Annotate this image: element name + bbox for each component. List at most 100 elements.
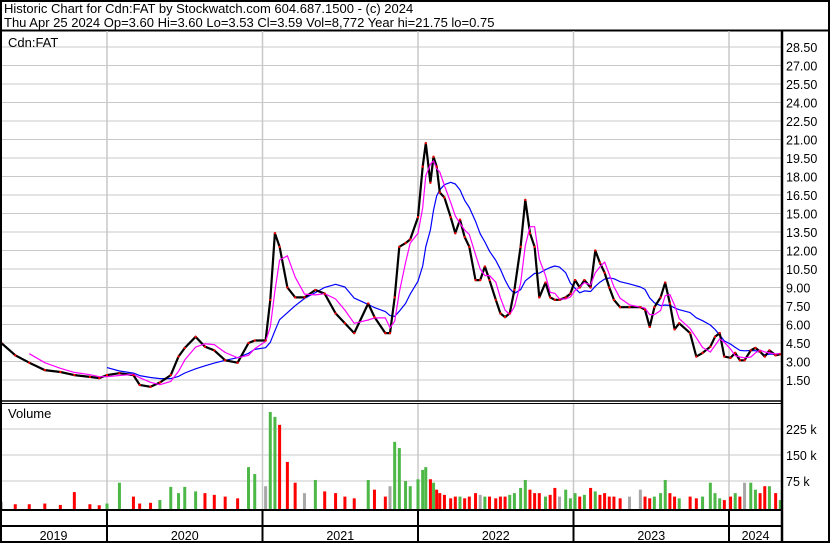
price-point	[183, 346, 186, 349]
volume-bar	[273, 416, 277, 509]
price-tick-label: 18.00	[786, 171, 817, 185]
price-point	[659, 296, 662, 299]
price-point	[528, 232, 531, 235]
price-point	[668, 302, 671, 305]
price-point	[653, 306, 656, 309]
volume-bar	[668, 493, 672, 509]
price-point	[714, 335, 717, 338]
volume-bar	[758, 493, 762, 509]
price-point	[709, 345, 712, 348]
volume-bar	[512, 493, 516, 509]
price-point	[504, 316, 507, 319]
volume-bar	[393, 441, 397, 509]
price-tick-label: 28.50	[786, 41, 817, 55]
price-tick-label: 15.00	[786, 208, 817, 222]
volume-bar	[183, 486, 187, 509]
volume-bar	[663, 479, 667, 509]
volume-bar	[43, 503, 47, 509]
price-point	[273, 232, 276, 235]
price-point	[743, 359, 746, 362]
price-point	[598, 261, 601, 264]
volume-bar	[701, 496, 705, 509]
price-point	[224, 359, 227, 362]
price-tick-label: 12.00	[786, 245, 817, 259]
volume-bar	[738, 496, 742, 509]
price-point	[404, 242, 407, 245]
volume-bar	[618, 498, 622, 509]
volume-bar	[729, 496, 733, 509]
price-point	[608, 286, 611, 289]
price-tick-label: 9.00	[786, 282, 810, 296]
volume-bars	[0, 412, 782, 509]
volume-bar	[607, 496, 611, 509]
volume-bar	[397, 448, 401, 509]
volume-bar	[372, 489, 376, 509]
volume-bar	[293, 482, 297, 509]
price-tick-label: 16.50	[786, 189, 817, 203]
volume-bar	[158, 500, 162, 509]
price-point	[458, 218, 461, 221]
chart-title: Historic Chart for Cdn:FAT by Stockwatch…	[4, 1, 413, 16]
price-point	[253, 339, 256, 342]
volume-bar	[463, 498, 467, 509]
volume-bar	[58, 504, 62, 509]
price-point	[468, 245, 471, 248]
price-axis: 28.50 27.00 25.50 24.00 22.50 21.00 19.50 18.00…	[786, 41, 817, 388]
price-point	[269, 298, 272, 301]
volume-bar	[383, 496, 387, 509]
volume-bar	[564, 489, 568, 509]
year-label: 2024	[742, 529, 770, 543]
price-point	[118, 372, 121, 375]
volume-bar	[343, 496, 347, 509]
price-tick-label: 10.50	[786, 263, 817, 277]
price-point	[213, 349, 216, 352]
price-point	[779, 353, 782, 356]
price-point	[538, 296, 541, 299]
price-tick-label: 21.00	[786, 134, 817, 148]
price-tick-label: 4.50	[786, 337, 810, 351]
symbol-label: Cdn:FAT	[8, 35, 58, 50]
price-point	[673, 328, 676, 331]
volume-bar	[503, 496, 507, 509]
volume-bar	[352, 498, 356, 509]
volume-bar	[688, 496, 692, 509]
volume-bar	[467, 496, 471, 509]
volume-bar	[677, 498, 681, 509]
volume-bar	[117, 482, 121, 509]
price-point	[603, 271, 606, 274]
volume-bar	[708, 482, 712, 509]
price-point	[738, 359, 741, 362]
price-point	[353, 332, 356, 335]
price-point	[639, 306, 642, 309]
volume-bar	[558, 496, 562, 509]
volume-bar	[523, 479, 527, 509]
volume-bar	[593, 491, 597, 509]
price-point	[169, 374, 172, 377]
quote-line: Thu Apr 25 2024 Op=3.60 Hi=3.60 Lo=3.53 …	[4, 15, 494, 30]
price-point	[203, 345, 206, 348]
volume-bar	[743, 482, 747, 509]
volume-bar	[652, 496, 656, 509]
volume-bar	[247, 467, 251, 509]
price-point	[138, 383, 141, 386]
volume-bar	[388, 486, 392, 509]
price-point	[314, 288, 317, 291]
volume-bar	[478, 494, 482, 509]
price-point	[564, 296, 567, 299]
price-point	[286, 286, 289, 289]
price-point	[494, 298, 497, 301]
volume-bar	[722, 500, 726, 509]
price-point	[553, 298, 556, 301]
price-point	[549, 296, 552, 299]
price-point	[569, 292, 572, 295]
price-tick-label: 3.00	[786, 356, 810, 370]
price-point	[488, 279, 491, 282]
price-point	[98, 377, 101, 380]
price-point	[483, 265, 486, 268]
price-point	[177, 355, 180, 358]
price-point	[334, 312, 337, 315]
price-point	[508, 312, 511, 315]
price-point	[612, 298, 615, 301]
price-point	[513, 288, 516, 291]
